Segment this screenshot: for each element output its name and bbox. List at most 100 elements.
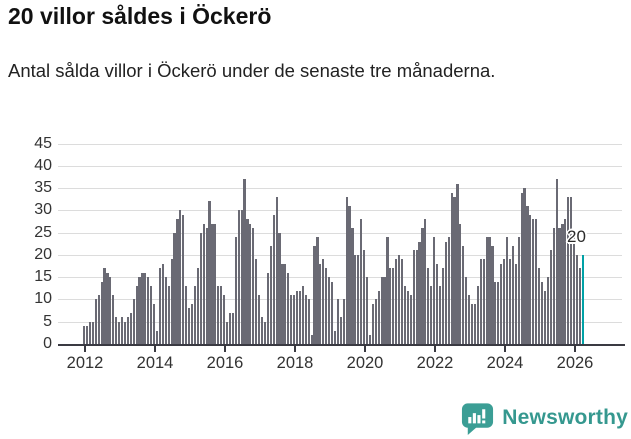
bar: [220, 286, 223, 344]
bar: [415, 250, 418, 344]
bar: [485, 237, 488, 344]
bar: [170, 259, 173, 344]
bar: [360, 219, 363, 344]
gridline: [58, 254, 622, 256]
bar: [234, 237, 237, 344]
bar: [418, 241, 421, 344]
bar: [214, 223, 217, 344]
bar: [339, 317, 342, 344]
bar: [100, 281, 103, 344]
x-tick-mark: [224, 346, 226, 352]
gridline: [58, 188, 622, 190]
bar: [85, 326, 89, 344]
gridline: [58, 210, 622, 212]
bar: [287, 272, 290, 344]
bar: [298, 290, 302, 344]
bar: [336, 299, 339, 344]
bar: [109, 277, 112, 344]
bar: [129, 312, 132, 344]
bar: [185, 286, 188, 344]
bar: [147, 277, 150, 344]
bar: [91, 321, 94, 344]
bar: [491, 245, 494, 344]
bar: [468, 294, 471, 344]
bar: [561, 223, 564, 344]
x-tick-label: 2014: [136, 354, 174, 372]
bar: [444, 241, 447, 344]
bar: [313, 245, 316, 344]
bar: [196, 268, 199, 344]
bar: [555, 179, 558, 344]
bar: [199, 232, 202, 344]
bar: [409, 294, 412, 344]
y-tick-label: 25: [34, 223, 52, 241]
bar: [319, 263, 322, 344]
bar: [529, 214, 532, 344]
bar: [316, 237, 319, 344]
x-tick-label: 2016: [206, 354, 244, 372]
bar: [552, 228, 555, 344]
bar: [293, 294, 296, 344]
bar: [94, 299, 97, 344]
bar: [284, 263, 287, 344]
bar: [237, 210, 240, 344]
bar: [161, 263, 164, 344]
x-tick-mark: [154, 346, 156, 352]
bar: [211, 223, 214, 344]
bar: [278, 232, 281, 344]
bar: [231, 312, 234, 344]
bar: [497, 281, 500, 344]
bar: [412, 250, 415, 344]
bar: [532, 219, 535, 344]
bar: [167, 286, 170, 344]
y-tick-label: 15: [34, 268, 52, 286]
bar: [290, 294, 293, 344]
bar: [494, 281, 497, 344]
bar: [205, 228, 208, 344]
highlight-bar: [581, 254, 584, 344]
bar: [266, 272, 269, 344]
gridline: [58, 299, 622, 301]
chart-subtitle: Antal sålda villor i Öckerö under de sen…: [8, 60, 496, 81]
bar: [543, 290, 547, 344]
bar: [228, 312, 232, 344]
bar: [421, 228, 424, 344]
y-tick-label: 0: [43, 335, 52, 352]
bar: [363, 250, 366, 344]
bar: [255, 259, 258, 344]
bar: [153, 303, 156, 344]
bar: [106, 272, 109, 344]
bar: [389, 268, 392, 344]
bar: [570, 196, 573, 344]
bar: [217, 286, 220, 344]
bar: [488, 237, 491, 344]
bar: [392, 268, 395, 344]
bar: [514, 263, 517, 344]
bar: [377, 290, 380, 344]
bar: [263, 321, 267, 344]
bar: [476, 286, 479, 344]
x-axis-line: [58, 344, 625, 346]
bar: [400, 259, 404, 344]
bar: [517, 237, 520, 344]
bar: [374, 299, 377, 344]
bar: [118, 321, 121, 344]
bar: [546, 277, 549, 344]
bar: [135, 286, 138, 344]
bar: [450, 192, 453, 344]
bar: [325, 268, 328, 344]
bar: [208, 201, 211, 344]
newsworthy-logo-icon: [462, 402, 494, 435]
bar: [150, 286, 153, 344]
gridline: [58, 277, 622, 279]
gridline: [58, 143, 622, 145]
y-tick-label: 40: [34, 156, 52, 174]
bar: [115, 317, 118, 344]
bar: [322, 259, 325, 344]
bar: [301, 286, 304, 344]
bar: [252, 228, 255, 344]
bar: [503, 259, 506, 344]
x-tick-mark: [364, 346, 366, 352]
bar: [173, 232, 176, 344]
bar: [395, 259, 398, 344]
